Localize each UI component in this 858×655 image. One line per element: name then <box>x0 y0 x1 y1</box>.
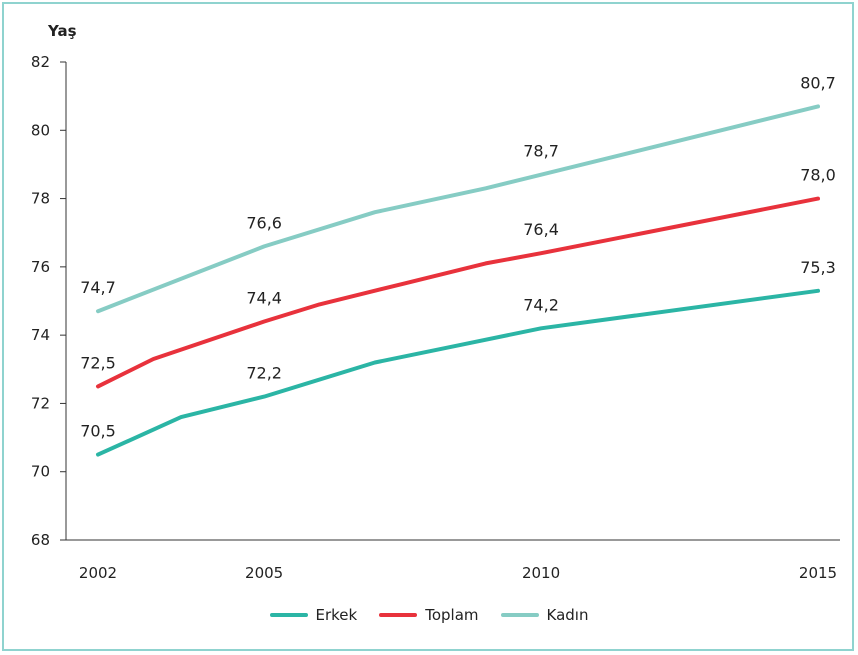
data-label-erkek-2002: 70,5 <box>80 422 116 441</box>
y-tick-label-78: 78 <box>31 190 50 208</box>
legend-item-kadin: Kadın <box>500 606 589 624</box>
x-tick-label-2015: 2015 <box>799 564 837 582</box>
data-labels: 70,5 72,2 74,2 75,3 72,5 74,4 76,4 78,0 74,7 76,6… <box>80 73 836 440</box>
x-tick-label-2010: 2010 <box>522 564 560 582</box>
data-label-kadin-2005: 76,6 <box>246 213 282 232</box>
series-line-kadin <box>96 104 820 314</box>
data-label-toplam-2015: 78,0 <box>800 166 836 185</box>
legend: Erkek Toplam Kadın <box>0 606 858 624</box>
series-line-erkek <box>96 288 820 457</box>
legend-swatch-erkek <box>269 613 308 617</box>
x-tick-label-2002: 2002 <box>79 564 117 582</box>
data-label-toplam-2010: 76,4 <box>523 220 559 239</box>
legend-item-erkek: Erkek <box>269 606 358 624</box>
legend-label-toplam: Toplam <box>425 606 479 624</box>
data-label-kadin-2010: 78,7 <box>523 142 559 161</box>
y-tick-label-82: 82 <box>31 53 50 71</box>
y-tick-label-70: 70 <box>31 463 50 481</box>
life-expectancy-line-chart: Yaş 68 70 72 74 76 78 80 82 2002 2005 2010 2015 70… <box>31 22 840 582</box>
data-label-toplam-2005: 74,4 <box>246 288 282 307</box>
data-label-toplam-2002: 72,5 <box>80 353 116 372</box>
data-label-erkek-2015: 75,3 <box>800 258 836 277</box>
x-tick-labels: 2002 2005 2010 2015 <box>79 564 837 582</box>
y-tick-labels: 68 70 72 74 76 78 80 82 <box>31 53 66 549</box>
data-label-erkek-2010: 74,2 <box>523 295 559 314</box>
x-tick-label-2005: 2005 <box>245 564 283 582</box>
series-lines <box>96 104 820 457</box>
data-label-kadin-2015: 80,7 <box>800 73 836 92</box>
y-tick-label-76: 76 <box>31 258 50 276</box>
legend-label-erkek: Erkek <box>315 606 358 624</box>
legend-item-toplam: Toplam <box>379 606 479 624</box>
legend-swatch-kadin <box>500 613 539 617</box>
y-axis-label: Yaş <box>47 22 77 40</box>
legend-label-kadin: Kadın <box>546 606 589 624</box>
y-tick-label-68: 68 <box>31 531 50 549</box>
legend-swatch-toplam <box>379 613 418 617</box>
data-label-erkek-2005: 72,2 <box>246 364 282 383</box>
series-line-toplam <box>96 196 820 389</box>
y-tick-label-80: 80 <box>31 121 50 139</box>
y-tick-label-74: 74 <box>31 326 50 344</box>
y-tick-label-72: 72 <box>31 394 50 412</box>
data-label-kadin-2002: 74,7 <box>80 278 116 297</box>
